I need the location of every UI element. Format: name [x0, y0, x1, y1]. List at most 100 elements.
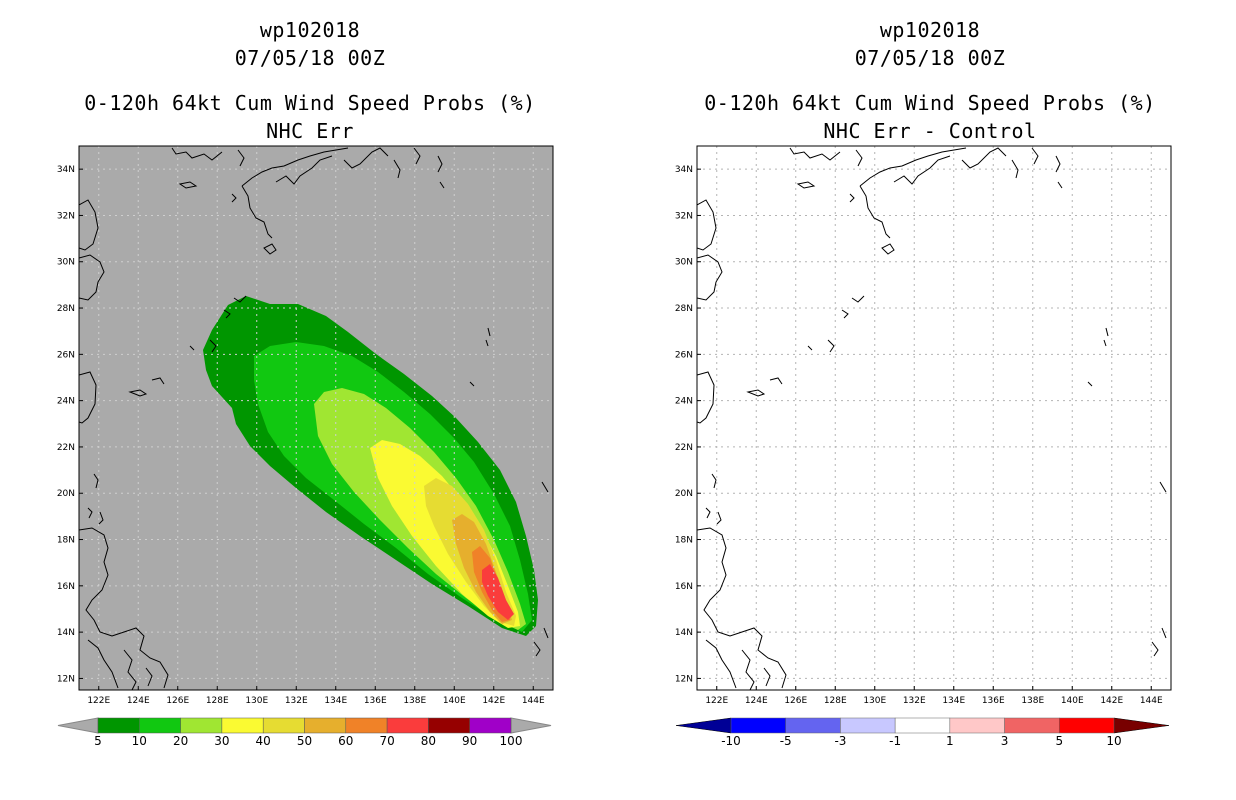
legend-label: 80: [421, 734, 436, 748]
legend-swatch: [894, 717, 951, 734]
left-product: 0-120h 64kt Cum Wind Speed Probs (%): [84, 91, 536, 115]
legend-high-arrow: [1113, 717, 1170, 734]
lon-tick-label: 138E: [403, 696, 426, 706]
right-difference-field: [697, 146, 1171, 690]
lon-tick-label: 134E: [942, 696, 965, 706]
legend-label: -1: [889, 734, 901, 748]
lon-tick-label: 132E: [903, 696, 926, 706]
lat-tick-label: 16N: [57, 582, 75, 592]
lat-tick-label: 12N: [675, 674, 693, 684]
right-map-title: wp102018 07/05/18 00Z: [660, 16, 1200, 72]
lon-tick-label: 126E: [166, 696, 189, 706]
lat-tick-label: 20N: [675, 489, 693, 499]
lon-tick-label: 136E: [982, 696, 1005, 706]
lat-tick-label: 12N: [57, 674, 75, 684]
right-map-subtitle: 0-120h 64kt Cum Wind Speed Probs (%) NHC…: [660, 89, 1200, 145]
legend-swatch: [949, 717, 1005, 734]
legend-swatch: [386, 717, 429, 734]
lon-tick-label: 138E: [1021, 696, 1044, 706]
lon-tick-label: 128E: [206, 696, 229, 706]
legend-high-arrow: [510, 717, 552, 734]
lon-tick-label: 140E: [1061, 696, 1084, 706]
legend-swatch: [1004, 717, 1060, 734]
legend-swatch: [221, 717, 264, 734]
left-map-title: wp102018 07/05/18 00Z: [40, 16, 580, 72]
right-subtitle: NHC Err - Control: [823, 119, 1037, 143]
lon-tick-label: 122E: [87, 696, 110, 706]
legend-label: 20: [173, 734, 188, 748]
lat-tick-label: 16N: [675, 582, 693, 592]
left-legend: 5 10 20 30 40 50 60 70 80 90 100: [57, 717, 552, 748]
lat-tick-label: 24N: [57, 397, 75, 407]
legend-label: 5: [94, 734, 102, 748]
lon-tick-label: 124E: [127, 696, 150, 706]
right-map-frame: [696, 145, 1172, 691]
lat-tick-label: 28N: [675, 304, 693, 314]
legend-swatch: [345, 717, 388, 734]
lat-tick-label: 30N: [675, 258, 693, 268]
lon-tick-label: 136E: [364, 696, 387, 706]
prob-contour-70: [482, 564, 514, 620]
legend-label: 10: [1106, 734, 1121, 748]
legend-low-arrow: [57, 717, 99, 734]
lat-tick-label: 22N: [57, 443, 75, 453]
lat-tick-label: 20N: [57, 489, 75, 499]
legend-swatch: [180, 717, 223, 734]
legend-swatch: [97, 717, 140, 734]
legend-low-arrow: [675, 717, 732, 734]
lon-tick-label: 144E: [1140, 696, 1163, 706]
legend-swatch: [428, 717, 470, 734]
left-probability-field: [79, 146, 553, 690]
right-product: 0-120h 64kt Cum Wind Speed Probs (%): [704, 91, 1156, 115]
lat-tick-label: 26N: [57, 350, 75, 360]
lon-tick-label: 142E: [1100, 696, 1123, 706]
lon-tick-label: 140E: [443, 696, 466, 706]
lon-tick-label: 144E: [522, 696, 545, 706]
lon-tick-label: 132E: [285, 696, 308, 706]
left-axis-labels: 34N 32N 30N 28N 26N 24N 22N 20N 18N 16N 14N 12N 122E…: [57, 165, 545, 706]
lon-tick-label: 142E: [482, 696, 505, 706]
lat-tick-label: 22N: [675, 443, 693, 453]
lon-tick-label: 134E: [324, 696, 347, 706]
lat-tick-label: 34N: [675, 165, 693, 175]
left-map-frame: [78, 145, 554, 691]
left-subtitle: NHC Err: [266, 119, 354, 143]
left-grid: [79, 146, 553, 690]
legend-label: 50: [297, 734, 312, 748]
right-legend: -10 -5 -3 -1 1 3 5 10: [675, 717, 1170, 748]
legend-label: -3: [834, 734, 846, 748]
legend-swatch: [139, 717, 181, 734]
lon-tick-label: 130E: [245, 696, 268, 706]
lat-tick-label: 30N: [57, 258, 75, 268]
legend-label: 40: [256, 734, 271, 748]
legend-label: 70: [379, 734, 394, 748]
lat-tick-label: 28N: [57, 304, 75, 314]
lon-tick-label: 124E: [745, 696, 768, 706]
lat-tick-label: 14N: [675, 628, 693, 638]
lat-tick-label: 18N: [57, 536, 75, 546]
right-storm-id: wp102018: [879, 18, 981, 42]
lat-tick-label: 18N: [675, 536, 693, 546]
left-storm-id: wp102018: [259, 18, 361, 42]
legend-label: 30: [214, 734, 229, 748]
lat-tick-label: 32N: [57, 211, 75, 221]
right-grid: [697, 146, 1171, 690]
lon-tick-label: 128E: [824, 696, 847, 706]
legend-label: 3: [1001, 734, 1009, 748]
legend-swatch: [730, 717, 786, 734]
right-date: 07/05/18 00Z: [854, 46, 1006, 70]
right-map-background: [697, 146, 1171, 690]
lat-tick-label: 34N: [57, 165, 75, 175]
left-date: 07/05/18 00Z: [234, 46, 386, 70]
legend-swatch: [840, 717, 896, 734]
lat-tick-label: 14N: [57, 628, 75, 638]
lat-tick-label: 32N: [675, 211, 693, 221]
lon-tick-label: 126E: [784, 696, 807, 706]
legend-label: -5: [780, 734, 792, 748]
legend-swatch: [304, 717, 347, 734]
legend-swatch: [469, 717, 512, 734]
legend-swatch: [262, 717, 305, 734]
right-map-panel: 34N 32N 30N 28N 26N 24N 22N 20N 18N 16N 14N 12N 122E…: [675, 145, 1172, 748]
legend-label: 100: [500, 734, 523, 748]
